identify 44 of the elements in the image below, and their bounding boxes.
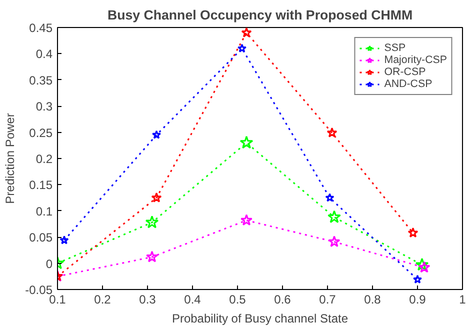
point: [412, 274, 422, 284]
x-tick-label: 1: [459, 292, 466, 306]
chart-title: Busy Channel Occupency with Proposed CHMM: [107, 8, 413, 22]
y-tick-label: 0.25: [29, 126, 53, 140]
x-tick-label: 0.5: [229, 292, 246, 306]
point: [146, 250, 158, 262]
x-tick-label: 0.3: [139, 292, 156, 306]
point: [240, 136, 254, 149]
point: [237, 44, 247, 52]
x-tick-label: 0.9: [409, 292, 426, 306]
point: [152, 130, 162, 139]
point: [418, 261, 430, 273]
legend-label: OR-CSP: [384, 66, 426, 78]
y-tick-label: 0: [46, 256, 53, 271]
point: [151, 192, 162, 202]
y-tick-label: 0.45: [29, 21, 53, 35]
y-tick-label: 0.3: [36, 100, 53, 114]
point: [240, 214, 252, 226]
y-axis-title: Prediction Power: [3, 113, 18, 204]
y-tick-label: 0.05: [29, 230, 53, 245]
x-tick-label: 0.4: [184, 292, 202, 306]
point: [328, 236, 340, 248]
point: [60, 235, 69, 244]
x-axis-title: Probability of Busy channel State: [172, 312, 348, 326]
point: [328, 210, 341, 223]
x-tick-label: 0.1: [49, 292, 66, 306]
y-tick-label: 0.15: [29, 178, 53, 192]
point: [415, 258, 429, 271]
x-tick-label: 0.2: [94, 292, 112, 306]
legend-label: SSP: [384, 42, 406, 54]
legend-label: Majority-CSP: [384, 54, 447, 66]
legend-label: AND-CSP: [384, 78, 432, 90]
point: [326, 127, 338, 138]
point: [325, 193, 334, 202]
point: [145, 215, 159, 228]
x-tick-label: 0.6: [274, 292, 292, 306]
point: [408, 227, 418, 238]
x-tick-label: 0.8: [364, 292, 382, 306]
y-tick-label: 0.1: [36, 204, 53, 218]
x-tick-label: 0.7: [319, 292, 336, 306]
point: [241, 28, 252, 38]
y-tick-label: 0.2: [36, 152, 53, 166]
y-tick-label: 0.4: [36, 47, 53, 62]
y-tick-label: 0.35: [29, 73, 53, 88]
